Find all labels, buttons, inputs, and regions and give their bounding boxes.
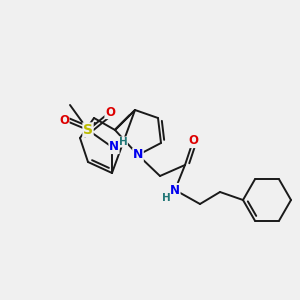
Text: N: N: [109, 140, 119, 154]
Text: H: H: [162, 193, 170, 203]
Text: O: O: [59, 113, 69, 127]
Text: O: O: [188, 134, 198, 148]
Text: S: S: [83, 123, 93, 137]
Text: N: N: [170, 184, 180, 196]
Text: H: H: [118, 137, 127, 147]
Text: O: O: [105, 106, 115, 118]
Text: N: N: [133, 148, 143, 161]
